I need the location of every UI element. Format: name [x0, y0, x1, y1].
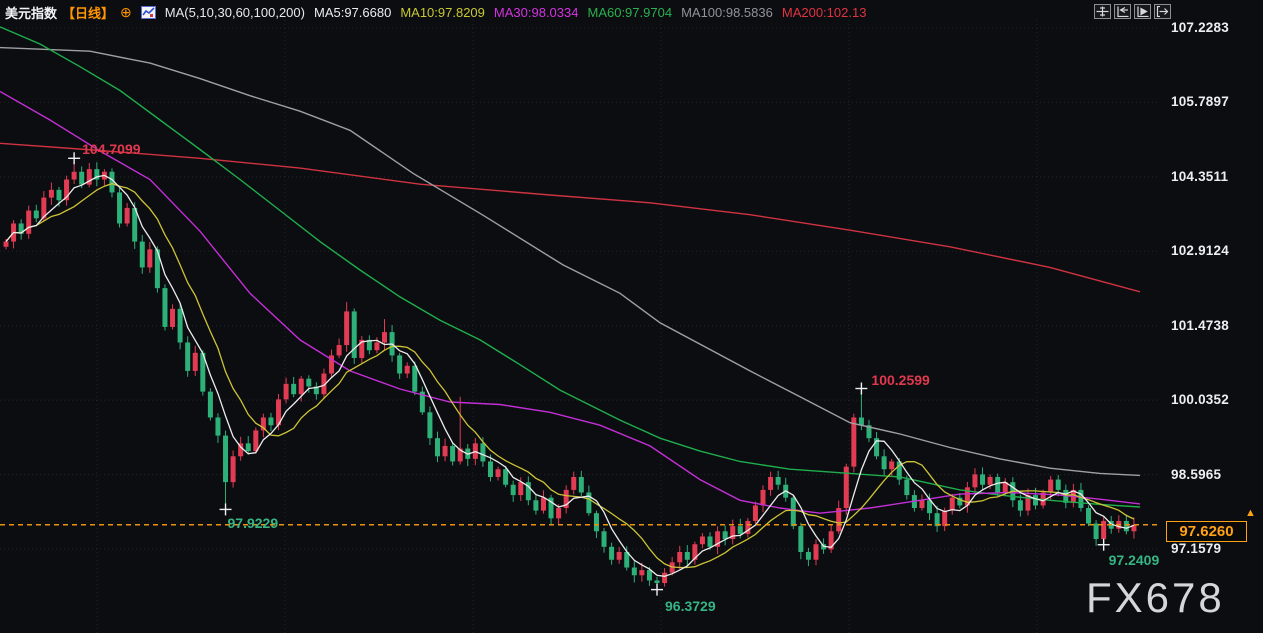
low-price-annotation: 97.9229: [227, 515, 279, 532]
low-price-annotation: 97.2409: [1108, 551, 1160, 568]
ma100-value: MA100:98.5836: [681, 4, 773, 20]
low-price-annotation: 96.3729: [665, 597, 716, 614]
chart-header: 美元指数 【日线】 ⊕ MA(5,10,30,60,100,200) MA5:9…: [5, 3, 866, 21]
ma-line-ma100: [0, 46, 1141, 477]
ma60-value: MA60:97.9704: [587, 4, 673, 20]
add-indicator-icon[interactable]: ⊕: [120, 4, 132, 20]
ma-params-label: MA(5,10,30,60,100,200): [164, 4, 305, 20]
ma-line-ma30: [0, 90, 1141, 514]
jump-to-latest-icon[interactable]: [1154, 4, 1171, 19]
symbol-name: 美元指数: [5, 5, 58, 21]
crosshair-icon[interactable]: [1094, 4, 1111, 19]
watermark: FX678: [1086, 574, 1225, 621]
ma-line-ma200: [0, 142, 1141, 293]
chart-type-icon[interactable]: [140, 5, 156, 19]
play-forward-icon[interactable]: [1134, 4, 1151, 19]
ma10-value: MA10:97.8209: [400, 4, 485, 20]
chart-toolbar: [1094, 4, 1171, 19]
reset-scale-icon[interactable]: [1114, 4, 1131, 19]
ma-line-ma60: [0, 26, 1141, 508]
ma200-value: MA200:102.13: [781, 4, 867, 20]
y-axis-tick: 105.7897: [1171, 94, 1229, 110]
y-axis-tick: 104.3511: [1171, 168, 1229, 184]
ma30-value: MA30:98.0334: [493, 4, 579, 20]
y-axis-tick: 98.5965: [1171, 466, 1222, 482]
y-axis-tick: 97.1579: [1171, 541, 1222, 556]
ma5-value: MA5:97.6680: [313, 4, 392, 20]
ma-line-ma5: [5, 174, 1135, 577]
price-up-arrow-icon: ▲: [1245, 506, 1256, 519]
y-axis-tick: 100.0352: [1171, 392, 1229, 408]
ma-line-ma10: [5, 182, 1135, 569]
y-axis-tick: 102.9124: [1171, 243, 1229, 259]
period-label: 【日线】: [62, 5, 115, 21]
high-price-annotation: 104.7099: [82, 141, 141, 158]
high-price-annotation: 100.2599: [871, 371, 930, 388]
y-axis-tick: 101.4738: [1171, 317, 1229, 333]
last-price-tag: 97.6260: [1166, 521, 1247, 543]
y-axis-tick: 107.2283: [1171, 20, 1229, 35]
